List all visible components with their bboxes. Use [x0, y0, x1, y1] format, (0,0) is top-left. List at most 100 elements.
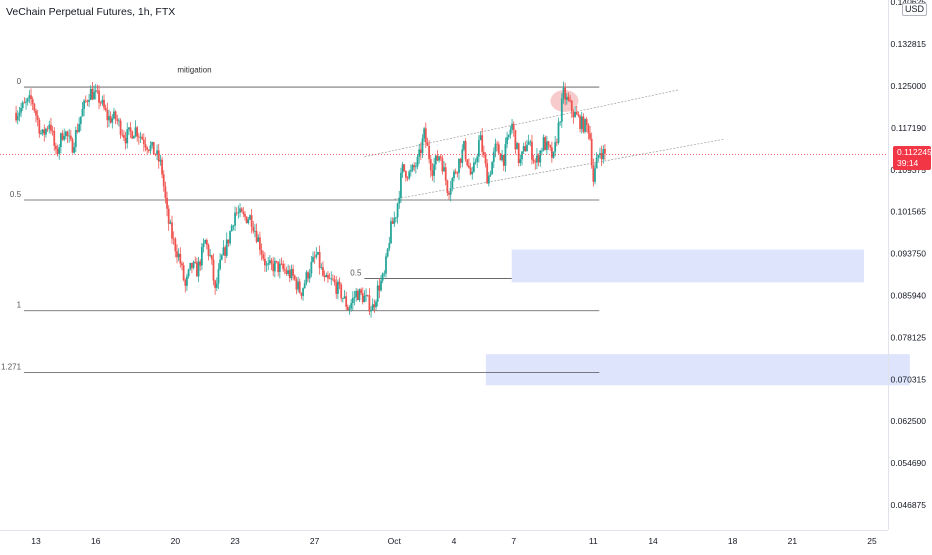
candle-body	[557, 122, 560, 143]
candle-body	[499, 153, 502, 161]
candle-body	[327, 274, 329, 279]
candle-body	[547, 141, 550, 146]
candle-body	[564, 87, 567, 100]
candle-body	[534, 161, 537, 163]
price-axis-separator	[888, 0, 889, 530]
candle-body	[262, 254, 265, 259]
candle-body	[217, 269, 220, 284]
candle-body	[55, 145, 57, 150]
x-axis-tick-label: 7	[511, 536, 516, 546]
candle-body	[477, 140, 480, 157]
candle-body	[123, 135, 125, 138]
candle-body	[383, 273, 386, 275]
candle-body	[487, 175, 490, 184]
candle-body	[380, 280, 382, 291]
candle-body	[103, 99, 105, 108]
candle-body	[25, 101, 27, 103]
candle-body	[109, 116, 112, 123]
candle-body	[592, 165, 595, 182]
candle-body	[443, 167, 445, 172]
candle-body	[400, 172, 402, 198]
y-axis-tick-label: 0.093750	[891, 249, 927, 259]
candle-body	[212, 259, 215, 281]
candle-body	[264, 258, 266, 266]
candle-body	[471, 171, 474, 175]
x-axis-tick-label: 27	[310, 536, 320, 546]
candle-body	[388, 243, 391, 249]
candle-body	[254, 230, 256, 232]
currency-badge[interactable]: USD	[902, 3, 928, 16]
candle-body	[300, 292, 303, 296]
candle-body	[464, 141, 467, 160]
candle-body	[297, 281, 299, 290]
candle-body	[48, 124, 51, 129]
candle-body	[287, 270, 290, 274]
candle-body	[89, 88, 92, 100]
candle-body	[111, 118, 114, 123]
candle-body	[544, 137, 547, 150]
candle-body	[418, 149, 421, 157]
candle-body	[69, 135, 72, 140]
candle-body	[205, 240, 208, 246]
x-axis-tick-label: 11	[589, 536, 598, 546]
candle-body	[31, 99, 34, 104]
demand-zone-2	[485, 354, 910, 386]
candle-body	[35, 110, 37, 116]
candle-body	[582, 116, 585, 132]
y-axis-tick-label: 0.070315	[891, 374, 927, 384]
candle-body	[200, 246, 203, 266]
candle-body	[58, 147, 61, 154]
candle-body	[278, 263, 281, 273]
candle-body	[463, 141, 465, 150]
candle-body	[307, 272, 309, 279]
channel-upper-line	[364, 89, 679, 158]
candle-body	[214, 280, 217, 288]
candle-body	[215, 283, 218, 288]
candle-body	[40, 133, 42, 134]
candle-body	[166, 197, 168, 209]
candle-body	[526, 144, 528, 152]
candle-body	[579, 116, 581, 129]
candle-body	[249, 215, 251, 220]
candle-body	[195, 262, 198, 277]
candle-body	[146, 147, 149, 150]
candle-body	[191, 262, 193, 268]
candle-body	[126, 129, 129, 144]
candle-body	[127, 127, 130, 130]
candle-body	[481, 135, 484, 152]
candle-body	[119, 120, 122, 135]
candle-body	[441, 158, 444, 172]
candle-body	[365, 295, 367, 296]
candle-body	[20, 107, 22, 113]
candle-body	[436, 155, 439, 161]
candle-body	[491, 161, 494, 175]
candle-body	[585, 119, 588, 125]
candle-body	[255, 230, 258, 242]
candle-body	[565, 96, 568, 100]
candle-body	[414, 166, 417, 168]
candle-body	[368, 295, 371, 312]
candle-body	[408, 171, 411, 179]
candle-body	[542, 137, 545, 151]
candle-body	[288, 270, 291, 279]
candle-body	[244, 213, 246, 217]
candle-body	[386, 248, 389, 257]
candle-body	[176, 251, 178, 258]
candle-body	[265, 264, 268, 266]
candle-body	[482, 151, 485, 155]
candle-body	[46, 128, 49, 130]
candle-body	[569, 100, 572, 102]
candle-body	[433, 164, 435, 176]
annotation-text: mitigation	[177, 66, 211, 75]
candle-body	[94, 90, 97, 93]
candle-body	[489, 174, 492, 176]
candle-body	[502, 155, 505, 166]
candle-body	[604, 148, 606, 154]
candle-body	[317, 251, 319, 255]
candle-body	[74, 130, 77, 148]
candle-body	[235, 212, 238, 214]
candle-body	[151, 142, 154, 146]
candle-body	[559, 121, 562, 123]
candle-body	[438, 156, 440, 161]
